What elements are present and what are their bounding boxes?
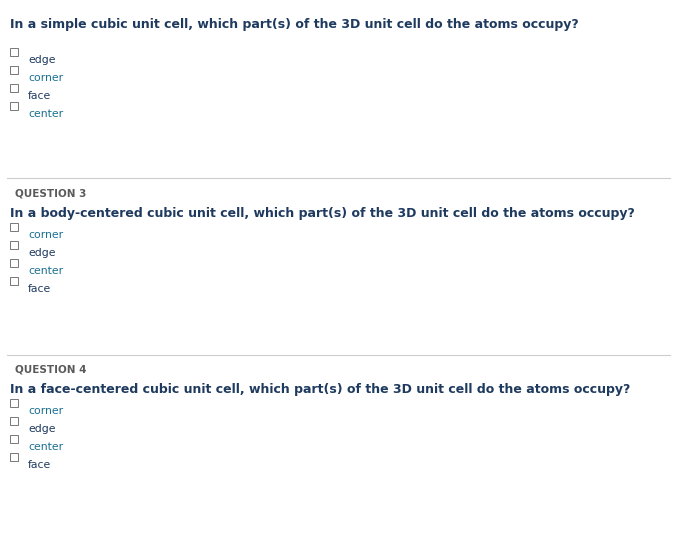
Bar bbox=[10, 453, 18, 461]
Text: center: center bbox=[28, 266, 63, 276]
Bar bbox=[10, 223, 18, 231]
Text: face: face bbox=[28, 91, 51, 101]
Text: edge: edge bbox=[28, 55, 56, 65]
Text: center: center bbox=[28, 442, 63, 452]
Bar bbox=[10, 435, 18, 443]
Text: corner: corner bbox=[28, 73, 63, 83]
Text: center: center bbox=[28, 109, 63, 119]
Text: QUESTION 4: QUESTION 4 bbox=[15, 364, 87, 374]
Text: In a body-centered cubic unit cell, which part(s) of the 3D unit cell do the ato: In a body-centered cubic unit cell, whic… bbox=[10, 207, 635, 220]
Text: In a face-centered cubic unit cell, which part(s) of the 3D unit cell do the ato: In a face-centered cubic unit cell, whic… bbox=[10, 383, 630, 396]
Bar bbox=[10, 241, 18, 249]
Bar bbox=[10, 259, 18, 267]
Text: QUESTION 3: QUESTION 3 bbox=[15, 188, 87, 198]
Bar bbox=[10, 417, 18, 425]
Text: edge: edge bbox=[28, 424, 56, 434]
Bar bbox=[10, 66, 18, 74]
Bar bbox=[10, 277, 18, 285]
Text: face: face bbox=[28, 284, 51, 294]
Text: corner: corner bbox=[28, 406, 63, 416]
Text: face: face bbox=[28, 460, 51, 470]
Text: edge: edge bbox=[28, 248, 56, 258]
Bar bbox=[10, 48, 18, 56]
Text: corner: corner bbox=[28, 230, 63, 240]
Bar bbox=[10, 399, 18, 407]
Bar bbox=[10, 84, 18, 92]
Text: In a simple cubic unit cell, which part(s) of the 3D unit cell do the atoms occu: In a simple cubic unit cell, which part(… bbox=[10, 18, 579, 31]
Bar bbox=[10, 102, 18, 110]
